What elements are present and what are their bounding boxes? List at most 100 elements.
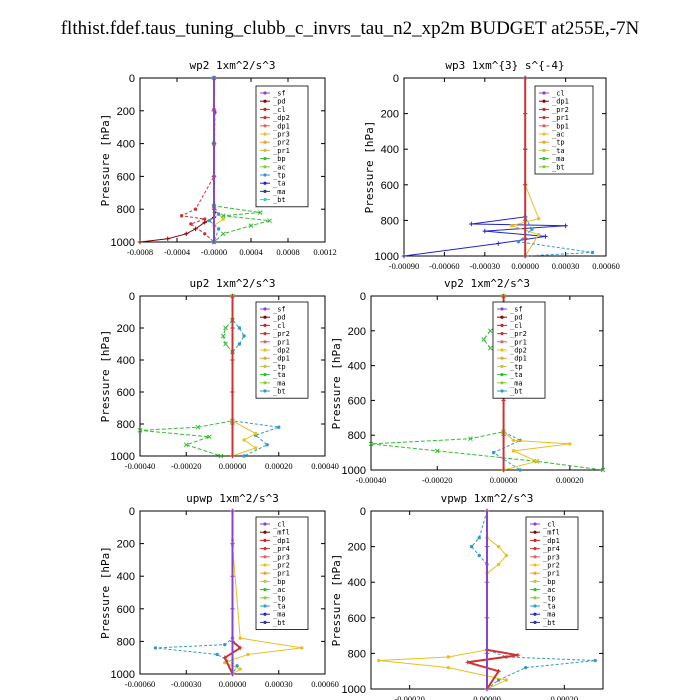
legend-entry: _bt	[543, 619, 556, 627]
data-point	[496, 544, 501, 549]
legend-entry: _bp	[273, 155, 286, 163]
data-point	[203, 232, 207, 236]
legend-entry: _pr2	[552, 106, 569, 114]
legend-entry: _pr2	[273, 330, 290, 338]
legend-entry: _pr1	[273, 570, 290, 578]
legend-marker	[500, 307, 504, 311]
legend-marker	[500, 323, 504, 327]
data-point	[484, 508, 490, 514]
data-point	[590, 250, 595, 255]
data-point	[277, 425, 281, 429]
data-point	[230, 357, 235, 363]
y-tick-label: 1000	[111, 451, 135, 463]
legend-entry: _tp	[273, 363, 286, 371]
series-pr2	[230, 294, 258, 458]
series-line	[232, 296, 257, 457]
y-tick-label: 400	[348, 577, 366, 589]
data-point	[218, 453, 224, 459]
x-tick-label: 0.00060	[592, 261, 620, 271]
x-tick-label: -0.00040	[125, 461, 155, 471]
series-line	[139, 78, 216, 243]
legend-entry: _dp1	[552, 98, 569, 106]
data-point	[484, 651, 490, 656]
data-point	[543, 234, 548, 239]
data-point	[484, 686, 490, 692]
legend-marker	[263, 323, 267, 327]
legend-marker	[263, 530, 267, 534]
legend-entry: _ta	[510, 371, 523, 379]
x-tick-label: -0.00030	[171, 679, 201, 689]
legend-entry: _pr3	[273, 131, 290, 139]
data-point	[211, 174, 217, 179]
legend: _cl_dp1_pr2_pr1_bp1_ac_tp_ta_ma_bt	[534, 85, 594, 175]
data-point	[523, 236, 528, 241]
data-point	[257, 210, 263, 215]
legend-entry: _pr2	[543, 562, 560, 570]
legend-entry: _pr1	[510, 338, 527, 346]
data-point	[246, 652, 250, 657]
legend-entry: _pr2	[273, 139, 290, 147]
legend-entry: _tp	[273, 172, 286, 180]
legend-marker	[263, 91, 267, 95]
x-tick-label: 0.0012	[313, 247, 336, 257]
data-point	[501, 433, 506, 438]
series-line	[179, 78, 216, 243]
y-tick-label: 400	[117, 355, 135, 367]
y-axis-label: Pressure [hPa]	[99, 546, 112, 639]
legend-entry: _pd	[510, 314, 523, 322]
y-tick-label: 200	[348, 326, 366, 338]
data-point	[238, 636, 242, 640]
legend-entry: _ma	[273, 611, 286, 619]
data-point	[515, 652, 521, 658]
data-point	[223, 341, 228, 347]
y-tick-label: 600	[117, 604, 135, 616]
data-point	[504, 678, 509, 682]
legend-entry: _pr4	[273, 545, 290, 553]
legend-marker	[542, 124, 546, 128]
legend-entry: _dp2	[273, 114, 290, 122]
legend-entry: _ma	[552, 155, 565, 163]
legend-marker	[542, 107, 546, 111]
y-tick-label: 800	[348, 430, 366, 442]
legend-entry: _mfl	[273, 529, 290, 537]
data-point	[253, 446, 258, 450]
legend: _cl_mfl_dp1_pr4_pr3_pr2_pr1_bp_ac_tp_ta_…	[525, 516, 579, 630]
data-point	[477, 553, 481, 558]
series-tp	[153, 509, 239, 676]
x-tick-label: 0.00040	[311, 461, 339, 471]
data-point	[216, 227, 221, 231]
y-axis-label: Pressure [hPa]	[363, 121, 376, 214]
y-tick-label: 200	[117, 106, 135, 118]
data-point	[238, 667, 242, 671]
y-tick-label: 600	[117, 387, 135, 399]
legend-box	[255, 85, 309, 208]
data-point	[223, 325, 228, 331]
data-point	[207, 218, 212, 223]
legend-entry: _ma	[273, 188, 286, 196]
legend-marker	[263, 522, 267, 526]
legend-marker	[542, 99, 546, 103]
series-line	[467, 511, 519, 690]
y-axis-label: Pressure [hPa]	[330, 337, 343, 430]
legend-marker	[263, 124, 267, 128]
legend-entry: _dp1	[543, 537, 560, 545]
data-point	[195, 424, 201, 430]
legend-entry: _pr1	[552, 114, 569, 122]
data-point	[446, 655, 451, 659]
data-point	[511, 438, 516, 443]
data-point	[510, 224, 514, 228]
data-point	[211, 75, 217, 81]
y-tick-label: 200	[117, 539, 135, 551]
legend-marker	[500, 340, 504, 344]
legend-marker	[263, 173, 267, 177]
legend-entry: _pr3	[543, 553, 560, 561]
x-tick-label: 0.00000	[219, 679, 247, 689]
y-tick-label: 1000	[375, 251, 399, 263]
data-point	[523, 75, 528, 81]
legend-entry: _ta	[552, 147, 565, 155]
legend-marker	[533, 563, 537, 567]
data-point	[203, 217, 207, 221]
data-point	[230, 574, 235, 579]
legend-marker	[263, 107, 267, 111]
legend-entry: _bp	[543, 578, 556, 586]
